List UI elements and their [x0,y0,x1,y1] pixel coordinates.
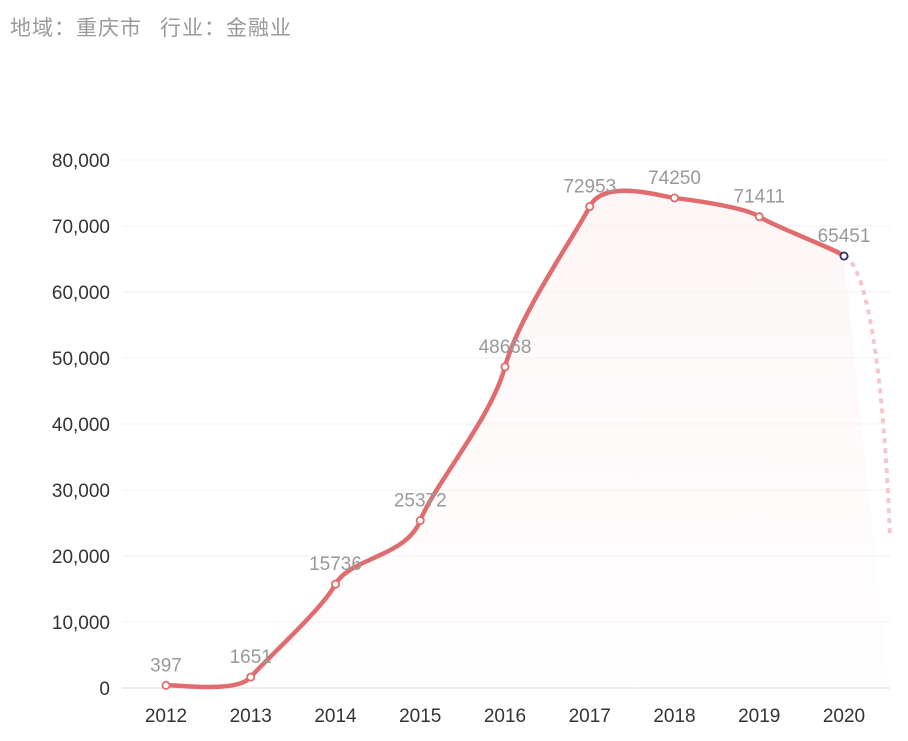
data-label: 72953 [563,177,616,198]
x-tick-label: 2016 [484,706,526,727]
data-label: 15736 [309,554,362,575]
data-point-marker [754,212,764,222]
data-point-marker [161,680,171,690]
y-tick-label: 20,000 [52,547,110,568]
data-label: 25372 [394,491,447,512]
x-tick-label: 2020 [823,706,865,727]
industry-value: 金融业 [226,16,292,40]
data-point-marker [330,579,340,589]
data-label: 48668 [479,337,532,358]
data-point-marker [246,672,256,682]
y-tick-label: 80,000 [52,151,110,172]
x-tick-label: 2017 [569,706,611,727]
data-label: 74250 [648,168,701,189]
region-label: 地域： [10,16,76,40]
y-tick-label: 50,000 [52,349,110,370]
data-point-marker [500,362,510,372]
chart-filter-header: 地域：重庆市 行业：金融业 [10,12,292,42]
data-point-marker [585,202,595,212]
series-area [166,190,889,689]
x-tick-label: 2018 [653,706,695,727]
x-tick-label: 2014 [314,706,357,727]
y-tick-label: 40,000 [52,415,110,436]
y-tick-label: 0 [99,679,110,700]
data-label: 397 [150,655,182,676]
x-tick-label: 2012 [145,706,187,727]
y-tick-label: 60,000 [52,283,110,304]
x-tick-label: 2019 [738,706,780,727]
series-line [163,188,847,690]
x-tick-label: 2015 [399,706,441,727]
data-point-marker [415,516,425,526]
x-tick-label: 2013 [230,706,272,727]
y-tick-label: 10,000 [52,613,110,634]
data-label: 65451 [818,226,871,247]
y-tick-label: 70,000 [52,217,110,238]
industry-label: 行业： [160,16,226,40]
trend-projection-line [842,254,892,537]
data-label: 1651 [230,647,272,668]
data-point-marker [670,193,680,203]
y-tick-label: 30,000 [52,481,110,502]
region-value: 重庆市 [76,16,142,40]
data-point-marker [839,251,849,261]
data-label: 71411 [734,187,785,208]
